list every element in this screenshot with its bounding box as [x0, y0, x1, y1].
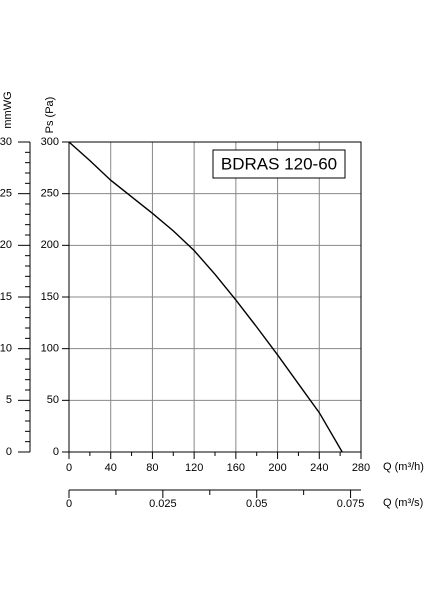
x2-axis-label: Q (m³/s): [383, 497, 423, 509]
x-tick-label: 240: [310, 462, 328, 474]
y-tick-label: 200: [41, 239, 59, 251]
x-tick-label: 200: [268, 462, 286, 474]
x2-tick-label: 0: [66, 498, 72, 510]
x-tick-label: 40: [105, 462, 117, 474]
x2-tick-label: 0.025: [149, 498, 177, 510]
y2-tick-label: 20: [0, 239, 12, 251]
curve: [68, 141, 343, 453]
y2-tick-label: 0: [6, 446, 12, 458]
y2-tick-label: 25: [0, 188, 12, 200]
x-axis-label: Q (m³/h): [383, 461, 424, 473]
y-tick-label: 50: [47, 394, 59, 406]
y-axis-label: Ps (Pa): [44, 97, 56, 134]
annotation-box: [212, 149, 346, 179]
annotation: BDRAS 120-60: [221, 154, 337, 173]
x2-tick-label: 0.075: [337, 498, 365, 510]
x-tick-label: 0: [66, 462, 72, 474]
y2-tick-label: 5: [6, 394, 12, 406]
y-tick-label: 250: [41, 188, 59, 200]
x-tick-label: 80: [146, 462, 158, 474]
plot-frame: [68, 141, 362, 453]
x-tick-label: 160: [227, 462, 245, 474]
y2-tick-label: 10: [0, 343, 12, 355]
y-tick-label: 300: [41, 136, 59, 148]
x2-tick-label: 0.05: [246, 498, 267, 510]
y2-tick-label: 30: [0, 136, 12, 148]
y-tick-label: 150: [41, 291, 59, 303]
x-tick-label: 280: [352, 462, 370, 474]
x-tick-label: 120: [185, 462, 203, 474]
y2-tick-label: 15: [0, 291, 12, 303]
y-tick-label: 0: [53, 446, 59, 458]
y-tick-label: 100: [41, 343, 59, 355]
y2-axis-label: mmWG: [2, 91, 14, 128]
